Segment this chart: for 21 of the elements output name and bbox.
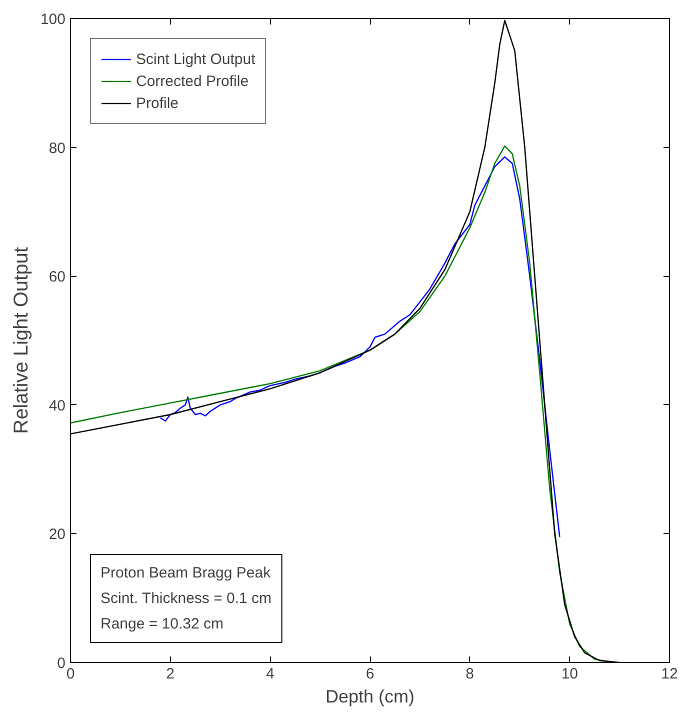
y-axis-title: Relative Light Output (10, 246, 32, 434)
x-tick-label: 4 (266, 666, 274, 682)
x-tick-label: 12 (661, 666, 678, 682)
x-tick-label: 6 (366, 666, 374, 682)
x-tick-label: 10 (561, 666, 578, 682)
legend-label: Profile (136, 94, 179, 112)
x-tick-label: 2 (166, 666, 175, 682)
x-tick-label: 8 (466, 666, 474, 682)
y-tick-label: 0 (57, 655, 66, 672)
y-tick-label: 60 (48, 268, 66, 286)
legend-label: Corrected Profile (136, 72, 249, 90)
annotation: Range = 10.32 cm (100, 616, 224, 632)
y-tick-label: 40 (48, 397, 66, 414)
y-tick-label: 80 (48, 140, 66, 157)
y-tick-label: 100 (40, 11, 66, 28)
y-tick-label: 20 (48, 526, 66, 544)
legend-label: Scint Light Output (136, 50, 256, 68)
annotation: Proton Beam Bragg Peak (100, 564, 272, 582)
annotation: Scint. Thickness = 0.1 cm (100, 590, 272, 607)
line-series (160, 156, 560, 538)
x-axis-title: Depth (cm) (325, 686, 415, 706)
